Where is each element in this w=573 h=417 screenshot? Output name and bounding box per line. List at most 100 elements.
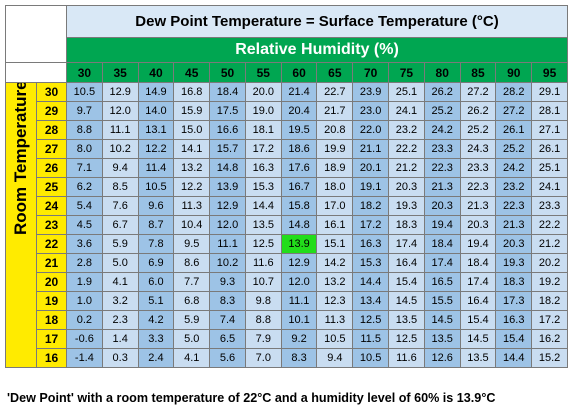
humidity-column-header: 35 (101, 62, 139, 83)
dew-point-cell: 18.4 (209, 82, 246, 102)
room-temperature-row-header: 18 (36, 310, 67, 330)
dew-point-cell: 16.3 (244, 158, 282, 178)
dew-point-cell: 18.9 (316, 158, 354, 178)
dew-point-cell: 18.3 (388, 215, 425, 235)
room-temperature-row-header: 25 (36, 177, 67, 197)
room-temperature-row-header: 30 (36, 82, 67, 102)
dew-point-cell: 7.4 (209, 310, 246, 330)
dew-point-cell: 9.4 (316, 348, 354, 368)
dew-point-table: Dew Point Temperature = Surface Temperat… (5, 5, 568, 368)
dew-point-cell: 10.5 (66, 82, 103, 102)
dew-point-cell: 12.2 (137, 139, 175, 159)
dew-point-cell: 26.1 (531, 139, 568, 159)
dew-point-cell: 3.3 (137, 329, 175, 349)
dew-point-cell: 10.4 (173, 215, 211, 235)
dew-point-cell: 23.2 (388, 120, 425, 140)
room-temperature-row-header: 24 (36, 196, 67, 216)
table-body: Room Temperature (°C) 30 10.5 12.9 14.9 16.8 1… (5, 82, 568, 368)
dew-point-cell: 21.3 (423, 177, 461, 197)
dew-point-cell: 12.5 (352, 310, 390, 330)
dew-point-cell: 25.1 (531, 158, 568, 178)
table-row: 24 5.4 7.6 9.6 11.3 12.9 14.4 15.8 17.0 18.2 19.3 2… (6, 196, 568, 216)
dew-point-cell: 24.3 (459, 139, 497, 159)
dew-point-cell: 19.4 (423, 215, 461, 235)
dew-point-cell: 20.1 (352, 158, 390, 178)
dew-point-cell: 21.4 (280, 82, 318, 102)
dew-point-cell: 23.3 (423, 139, 461, 159)
room-temperature-row-header: 23 (36, 215, 67, 235)
dew-point-cell: 20.3 (423, 196, 461, 216)
dew-point-cell: 9.3 (209, 272, 246, 292)
dew-point-cell: 13.5 (423, 329, 461, 349)
dew-point-cell: 11.6 (244, 253, 282, 273)
dew-point-cell: 18.4 (423, 234, 461, 254)
humidity-column-header: 50 (209, 62, 246, 83)
dew-point-cell: 19.1 (352, 177, 390, 197)
dew-point-cell: 3.6 (66, 234, 103, 254)
dew-point-cell: 13.9 (209, 177, 246, 197)
dew-point-cell: 16.1 (316, 215, 354, 235)
dew-point-cell: 14.4 (495, 348, 533, 368)
dew-point-cell: 23.0 (352, 101, 390, 121)
dew-point-cell: 18.1 (244, 120, 282, 140)
dew-point-cell: 14.1 (173, 139, 211, 159)
dew-point-cell: 15.3 (244, 177, 282, 197)
dew-point-cell: 15.4 (459, 310, 497, 330)
dew-point-cell: 28.1 (531, 101, 568, 121)
dew-point-cell: 14.0 (137, 101, 175, 121)
dew-point-cell: 14.8 (209, 158, 246, 178)
dew-point-cell: 20.4 (280, 101, 318, 121)
table-title: Dew Point Temperature = Surface Temperat… (66, 5, 568, 38)
dew-point-cell: 13.2 (173, 158, 211, 178)
dew-point-cell: 1.9 (66, 272, 103, 292)
dew-point-cell: 22.7 (316, 82, 354, 102)
dew-point-cell: 12.9 (209, 196, 246, 216)
dew-point-cell: 21.3 (459, 196, 497, 216)
dew-point-cell: 1.0 (66, 291, 103, 311)
dew-point-cell: 19.3 (388, 196, 425, 216)
dew-point-cell: 21.2 (531, 234, 568, 254)
dew-point-cell: -1.4 (66, 348, 103, 368)
dew-point-cell: 11.1 (101, 120, 139, 140)
dew-point-cell: 27.1 (531, 120, 568, 140)
dew-point-cell: 15.9 (173, 101, 211, 121)
dew-point-cell: 15.3 (352, 253, 390, 273)
dew-point-cell: 10.5 (137, 177, 175, 197)
corner-blank-2 (5, 62, 67, 83)
dew-point-cell: 22.2 (531, 215, 568, 235)
dew-point-cell: 17.3 (495, 291, 533, 311)
dew-point-cell: 8.0 (66, 139, 103, 159)
dew-point-cell: 4.1 (101, 272, 139, 292)
room-temperature-row-header: 22 (36, 234, 67, 254)
humidity-columns-row: 30 35 40 45 50 55 60 65 70 75 80 85 90 95 (5, 62, 568, 83)
dew-point-cell: 14.4 (244, 196, 282, 216)
dew-point-cell: 2.8 (66, 253, 103, 273)
dew-point-cell: 23.2 (495, 177, 533, 197)
dew-point-cell: 26.1 (495, 120, 533, 140)
dew-point-cell: 17.6 (280, 158, 318, 178)
table-row: 17 -0.6 1.4 3.3 5.0 6.5 7.9 9.2 10.5 11.5 12.5 13.5… (6, 329, 568, 349)
dew-point-cell: 6.2 (66, 177, 103, 197)
dew-point-cell: 24.2 (423, 120, 461, 140)
dew-point-cell: 8.8 (244, 310, 282, 330)
dew-point-cell: 22.3 (423, 158, 461, 178)
dew-point-cell: 16.5 (423, 272, 461, 292)
dew-point-cell: 3.2 (101, 291, 139, 311)
room-temperature-row-header: 26 (36, 158, 67, 178)
humidity-column-header: 30 (66, 62, 103, 83)
humidity-column-header: 70 (352, 62, 390, 83)
dew-point-cell: 20.3 (388, 177, 425, 197)
dew-point-cell: 21.1 (352, 139, 390, 159)
dew-point-cell: 24.1 (531, 177, 568, 197)
relative-humidity-header: Relative Humidity (%) (66, 37, 568, 63)
dew-point-cell: 15.5 (423, 291, 461, 311)
dew-point-cell: 15.4 (495, 329, 533, 349)
table-row: 29 9.7 12.0 14.0 15.9 17.5 19.0 20.4 21.7 23.0 24.… (6, 101, 568, 121)
humidity-column-header: 45 (173, 62, 211, 83)
dew-point-cell: 16.2 (531, 329, 568, 349)
dew-point-cell: 17.0 (316, 196, 354, 216)
table-row: 25 6.2 8.5 10.5 12.2 13.9 15.3 16.7 18.0 19.1 20.3… (6, 177, 568, 197)
dew-point-cell: 20.2 (531, 253, 568, 273)
dew-point-cell: 6.9 (137, 253, 175, 273)
